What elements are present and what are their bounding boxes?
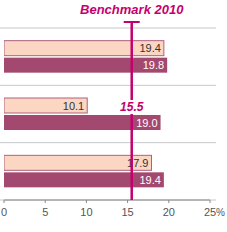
- chart-container: 0 5 10 15 20 25% 19.4 19.8 10.1 19.0 17.9 19.4 Bench…: [0, 0, 227, 232]
- benchmark-cap: [124, 21, 140, 23]
- bar: [4, 98, 87, 113]
- data-label: 19.4: [139, 174, 160, 186]
- x-tick-label: 5: [42, 206, 48, 218]
- chart-svg: 0 5 10 15 20 25% 19.4 19.8 10.1 19.0 17.9 19.4 Bench…: [0, 0, 227, 232]
- bars: [4, 41, 167, 188]
- group-separator: [0, 142, 216, 143]
- data-label: 19.0: [136, 117, 157, 129]
- data-label: 17.9: [127, 157, 148, 169]
- data-labels: 19.4 19.8 10.1 19.0 17.9 19.4: [63, 42, 164, 186]
- group-separator: [0, 28, 216, 29]
- benchmark-title: Benchmark 2010: [80, 2, 184, 17]
- benchmark-value-bg: [118, 100, 146, 114]
- data-label: 10.1: [63, 100, 84, 112]
- bar: [4, 155, 151, 170]
- benchmark-value: 15.5: [120, 100, 144, 114]
- bar: [4, 58, 167, 73]
- x-tick-label: 20: [163, 206, 175, 218]
- x-axis: [4, 200, 210, 201]
- group-separator: [0, 85, 216, 86]
- x-tick-label: 10: [80, 206, 92, 218]
- x-axis-label: %: [216, 207, 225, 218]
- bar: [4, 172, 164, 187]
- x-tick-label: 25: [204, 206, 216, 218]
- data-label: 19.8: [143, 59, 164, 71]
- x-tick-label: 0: [1, 206, 7, 218]
- group-separator: [0, 200, 216, 201]
- bar: [4, 115, 161, 130]
- bar: [4, 41, 164, 56]
- x-tick-label: 15: [121, 206, 133, 218]
- data-label: 19.4: [139, 42, 160, 54]
